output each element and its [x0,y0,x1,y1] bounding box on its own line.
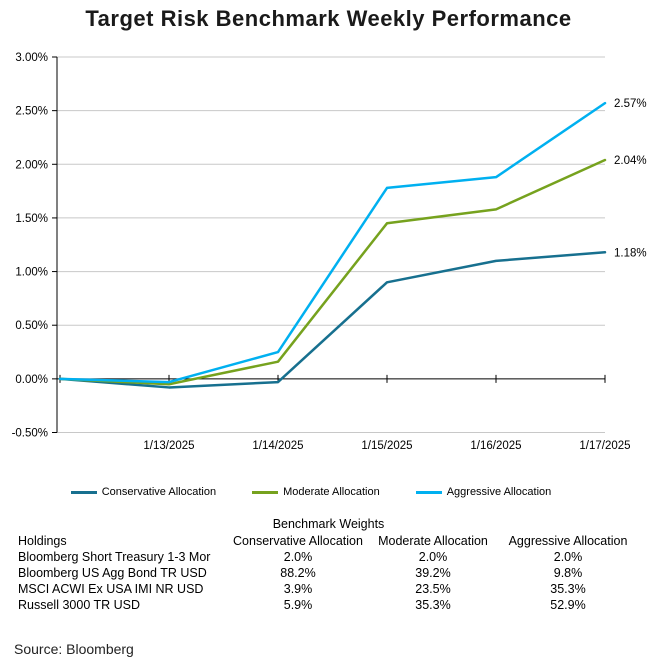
svg-text:3.00%: 3.00% [15,52,48,64]
col-header-conservative: Conservative Allocation [233,534,363,548]
svg-text:1/16/2025: 1/16/2025 [470,440,521,452]
legend-label-conservative: Conservative Allocation [101,486,217,498]
table-cell: 2.0% [418,550,448,564]
svg-text:-0.50%: -0.50% [12,428,48,440]
svg-text:2.04%: 2.04% [614,155,647,167]
table-cell: 35.3% [550,582,586,596]
table-cell: 88.2% [280,566,316,580]
legend-item-moderate: Moderate Allocation [252,486,380,498]
table-cell: 9.8% [553,566,583,580]
weights-table-title: Benchmark Weights [272,517,385,531]
table-cell: 5.9% [283,598,313,612]
table-cell: 2.0% [553,550,583,564]
table-row-holding: Bloomberg US Agg Bond TR USD [18,566,207,580]
svg-text:1/13/2025: 1/13/2025 [143,440,194,452]
svg-text:0.00%: 0.00% [15,374,48,386]
legend-line-swatch-conservative [70,490,97,494]
col-header-moderate: Moderate Allocation [378,534,488,548]
svg-text:2.00%: 2.00% [15,159,48,171]
svg-text:0.50%: 0.50% [15,320,48,332]
legend-item-aggressive: Aggressive Allocation [415,486,552,498]
table-cell: 3.9% [283,582,313,596]
table-row-holding: Russell 3000 TR USD [18,598,141,612]
svg-text:1.00%: 1.00% [15,267,48,279]
legend-item-conservative: Conservative Allocation [70,486,217,498]
col-header-holdings: Holdings [18,534,67,548]
table-cell: 39.2% [415,566,451,580]
svg-text:2.50%: 2.50% [15,106,48,118]
legend-line-swatch-aggressive [415,490,442,494]
table-cell: 52.9% [550,598,586,612]
svg-text:1.50%: 1.50% [15,213,48,225]
table-row-holding: Bloomberg Short Treasury 1-3 Mor [18,550,211,564]
table-cell: 2.0% [283,550,313,564]
legend-label-moderate: Moderate Allocation [283,486,380,498]
table-cell: 23.5% [415,582,451,596]
svg-text:1/15/2025: 1/15/2025 [361,440,412,452]
svg-text:1.18%: 1.18% [614,247,647,259]
chart-legend: Conservative Allocation Moderate Allocat… [0,486,622,498]
source-note: Source: Bloomberg [14,641,134,657]
svg-text:1/17/2025: 1/17/2025 [579,440,630,452]
legend-label-aggressive: Aggressive Allocation [446,486,552,498]
col-header-aggressive: Aggressive Allocation [508,534,628,548]
performance-line-chart: 3.00% 2.50% 2.00% 1.50% 1.00% 0.50% 0.00% -0.50… [12,52,647,452]
table-cell: 35.3% [415,598,451,612]
table-row-holding: MSCI ACWI Ex USA IMI NR USD [18,582,204,596]
svg-text:1/14/2025: 1/14/2025 [252,440,303,452]
benchmark-weights-table: Holdings Conservative Allocation Moderat… [18,533,643,613]
legend-line-swatch-moderate [252,490,279,494]
chart-title: Target Risk Benchmark Weekly Performance [85,6,572,31]
svg-text:2.57%: 2.57% [614,98,647,110]
